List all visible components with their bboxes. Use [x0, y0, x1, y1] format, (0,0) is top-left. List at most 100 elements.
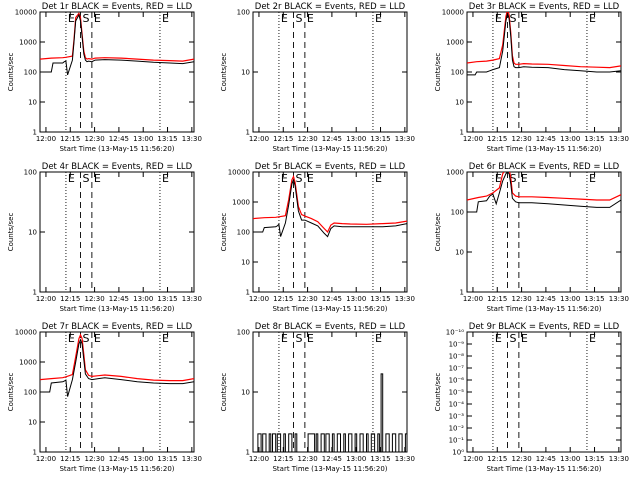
marker-label: E	[307, 12, 314, 25]
x-tick-label: 13:15	[370, 455, 390, 463]
y-tick-label: 1	[33, 129, 37, 137]
x-tick-label: 13:00	[346, 455, 366, 463]
y-axis-label: Counts/sec	[7, 53, 15, 92]
x-tick-label: 12:15	[487, 135, 507, 143]
marker-label: E	[521, 332, 528, 345]
marker-label: E	[495, 332, 502, 345]
marker-label: E	[589, 172, 596, 185]
y-tick-label: 100	[451, 209, 464, 217]
x-tick-label: 12:15	[60, 455, 80, 463]
marker-label: E	[495, 12, 502, 25]
x-tick-label: 13:15	[584, 295, 604, 303]
marker-label: E	[375, 332, 382, 345]
plot-frame	[39, 171, 195, 293]
plot-frame	[252, 171, 408, 293]
y-tick-label: 100	[24, 169, 37, 177]
series-lld	[40, 12, 194, 62]
y-tick-label: 100	[237, 329, 250, 337]
series-events	[40, 338, 194, 397]
y-tick-label: 1	[246, 129, 250, 137]
x-tick-label: 12:45	[109, 455, 129, 463]
y-tick-label: 10	[241, 259, 250, 267]
marker-label: S	[83, 172, 90, 185]
x-tick-label: 12:45	[322, 295, 342, 303]
x-tick-label: 13:30	[182, 135, 202, 143]
y-tick-label: 1000	[19, 39, 37, 47]
x-tick-label: 12:15	[273, 295, 293, 303]
y-axis-label: Counts/sec	[220, 53, 228, 92]
y-axis-label: Counts/sec	[7, 213, 15, 252]
marker-label: S	[510, 332, 517, 345]
y-tick-label: 10	[455, 99, 464, 107]
series-events	[40, 13, 194, 76]
series-lld	[467, 172, 621, 201]
x-tick-label: 13:30	[182, 455, 202, 463]
panel-det-9: Det 9r BLACK = Events, RED = LLD 10⁰ 10⁻¹ 1…	[434, 322, 629, 473]
y-tick-label: 10⁻⁶	[449, 377, 465, 385]
x-tick-label: 12:45	[109, 295, 129, 303]
x-tick-label: 12:30	[297, 295, 317, 303]
x-tick-label: 13:30	[395, 295, 415, 303]
y-axis-label: Counts/sec	[220, 373, 228, 412]
y-tick-label: 100	[237, 9, 250, 17]
x-tick-label: 13:15	[584, 455, 604, 463]
x-axis-label: Start Time (13-May-15 11:56:20)	[272, 305, 387, 313]
x-tick-label: 13:00	[346, 295, 366, 303]
y-tick-label: 1000	[232, 199, 250, 207]
x-axis-label: Start Time (13-May-15 11:56:20)	[486, 305, 601, 313]
panel-title: Det 4r BLACK = Events, RED = LLD	[42, 162, 193, 172]
x-tick-label: 12:30	[297, 455, 317, 463]
marker-label: E	[94, 332, 101, 345]
x-tick-label: 12:30	[511, 295, 531, 303]
marker-label: E	[589, 332, 596, 345]
x-tick-label: 13:15	[157, 295, 177, 303]
series-lld	[40, 333, 194, 382]
marker-label: E	[162, 12, 169, 25]
y-tick-label: 1	[246, 289, 250, 297]
y-axis-label: Counts/sec	[220, 213, 228, 252]
x-tick-label: 12:45	[109, 135, 129, 143]
x-tick-label: 13:30	[182, 295, 202, 303]
series-lld	[467, 12, 621, 69]
marker-label: E	[94, 172, 101, 185]
panel-det-8: Det 8r BLACK = Events, RED = LLD 1 10 100 12…	[220, 322, 415, 473]
x-tick-label: 12:45	[322, 135, 342, 143]
y-tick-label: 10⁻⁴	[449, 401, 465, 409]
x-tick-label: 12:00	[463, 295, 483, 303]
x-tick-label: 12:00	[36, 455, 56, 463]
x-tick-label: 12:45	[536, 295, 556, 303]
marker-label: E	[307, 172, 314, 185]
marker-label: E	[281, 332, 288, 345]
x-tick-label: 12:00	[36, 135, 56, 143]
y-tick-label: 1	[460, 129, 464, 137]
panel-det-1: Det 1r BLACK = Events, RED = LLD 1 10 100 10…	[7, 2, 202, 153]
plot-frame	[466, 171, 622, 293]
panel-title: Det 2r BLACK = Events, RED = LLD	[255, 2, 406, 12]
x-axis-label: Start Time (13-May-15 11:56:20)	[486, 465, 601, 473]
marker-label: S	[83, 12, 90, 25]
x-axis-label: Start Time (13-May-15 11:56:20)	[59, 465, 174, 473]
series-events	[467, 172, 621, 213]
series-events	[253, 178, 407, 238]
x-tick-label: 13:15	[584, 135, 604, 143]
y-tick-label: 10⁻⁷	[449, 365, 465, 373]
y-tick-label: 1	[33, 449, 37, 457]
marker-label: E	[68, 12, 75, 25]
x-tick-label: 13:00	[346, 135, 366, 143]
series-events	[253, 373, 407, 452]
x-tick-label: 13:30	[609, 295, 629, 303]
marker-label: E	[281, 12, 288, 25]
x-tick-label: 13:15	[157, 135, 177, 143]
x-tick-label: 12:00	[249, 455, 269, 463]
series-events	[467, 13, 621, 76]
y-axis-label: Counts/sec	[7, 373, 15, 412]
plot-frame	[39, 11, 195, 133]
panel-title: Det 5r BLACK = Events, RED = LLD	[255, 162, 406, 172]
marker-label: E	[589, 12, 596, 25]
y-tick-label: 10000	[15, 329, 37, 337]
y-tick-label: 10	[28, 419, 37, 427]
x-tick-label: 12:00	[463, 455, 483, 463]
y-axis-label: Counts/sec	[434, 213, 442, 252]
x-tick-label: 13:00	[133, 295, 153, 303]
